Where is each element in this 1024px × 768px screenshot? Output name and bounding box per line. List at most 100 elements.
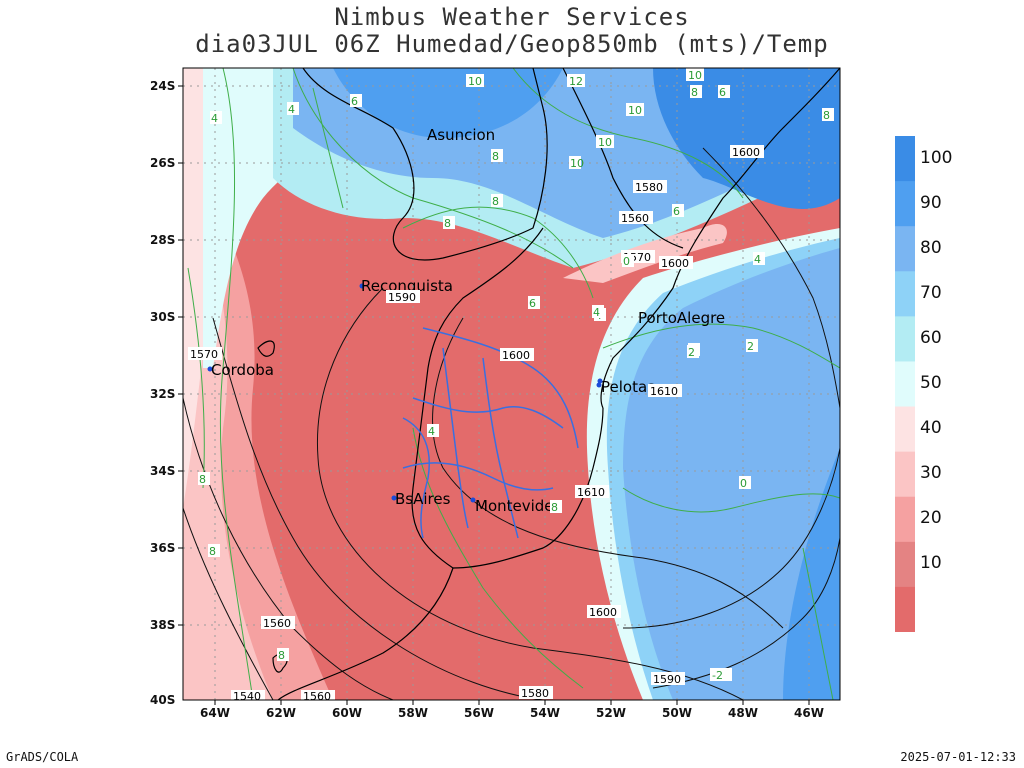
temperature-label: -2 [712,669,723,682]
lon-label: 46W [794,706,824,720]
city-label-cordoba: Cordoba [211,361,274,379]
temperature-label: 8 [492,150,499,163]
temperature-label: 4 [288,103,295,116]
colorbar-swatch [895,496,915,543]
temperature-label: 12 [569,75,583,88]
temperature-label: 0 [740,477,747,490]
geopotential-contours [183,147,840,700]
humidity-band-40 [183,68,253,508]
temperature-label: 8 [551,501,558,514]
temperature-label: 10 [570,157,584,170]
colorbar [895,136,915,632]
colorbar-label: 20 [920,508,942,529]
lat-label: 32S [150,387,176,401]
lon-label: 56W [464,706,494,720]
temperature-label: 8 [199,473,206,486]
temperature-label: 0 [623,255,630,268]
temperature-label: 2 [688,346,695,359]
colorbar-swatch [895,451,915,498]
temperature-label: 8 [691,86,698,99]
colorbar-label: 50 [920,373,942,393]
colorbar-swatch [895,406,915,453]
temperature-label: 10 [688,69,702,82]
geopotential-label: 1560 [621,212,649,225]
colorbar-label: 40 [920,418,942,439]
colorbar-swatch [895,586,915,632]
temperature-label: 8 [823,109,830,122]
lon-label: 60W [332,706,362,720]
temperature-label: 4 [428,425,435,438]
lat-label: 38S [150,618,176,632]
city-markers [207,283,603,503]
lon-label: 54W [530,706,560,720]
city-label-portoalegre: PortoAlegre [638,309,725,327]
lat-label: 26S [150,156,176,170]
temperature-label: 10 [598,136,612,149]
geopotential-label: 1560 [263,617,291,630]
map-panel: Asuncion Reconquista PortoAlegre Cordoba… [183,68,840,700]
temperature-label: 8 [209,545,216,558]
lon-label: 62W [266,706,296,720]
temperature-label: 10 [628,104,642,117]
lon-label: 48W [728,706,758,720]
colorbar-label: 80 [920,237,942,258]
colorbar-swatch [895,316,915,362]
humidity-band-100-east [783,448,840,700]
colorbar-swatch [895,361,915,408]
footer-credit: GrADS/COLA [6,750,79,764]
temperature-label: 6 [351,95,358,108]
lat-label: 34S [150,464,176,478]
colorbar-label: 60 [920,327,942,348]
lat-label: 36S [150,541,176,555]
lon-label: 64W [200,706,230,720]
temperature-label: 4 [211,112,218,125]
temperature-label: 8 [444,217,451,230]
humidity-band-50-west [203,68,413,368]
geopotential-label: 1590 [653,673,681,686]
footer-timestamp: 2025-07-01-12:33 [900,750,1016,764]
country-borders [257,68,840,700]
colorbar-label: 10 [920,553,942,574]
colorbar-label: 30 [920,463,942,484]
lon-label: 50W [662,706,692,720]
temperature-label: 10 [468,75,482,88]
lat-label: 30S [150,310,176,324]
colorbar-swatch [895,541,915,588]
figure-title: Nimbus Weather Services [334,3,690,31]
geopotential-label: 1560 [303,690,331,700]
temperature-label: 8 [278,649,285,662]
lat-label: 24S [150,79,176,93]
temperature-label: 4 [754,253,761,266]
temperature-label: 6 [719,86,726,99]
geopotential-label: 1600 [732,146,760,159]
figure-subtitle: dia03JUL 06Z Humedad/Geop850mb (mts)/Tem… [195,30,829,58]
colorbar-label: 90 [920,192,942,213]
colorbar-swatch [895,271,915,317]
temperature-label: 6 [673,205,680,218]
uruguay-rivers [402,327,579,539]
colorbar-label: 100 [920,147,953,168]
lon-label: 58W [398,706,428,720]
temperature-label: 4 [593,306,600,319]
colorbar-swatch [895,226,915,272]
lat-label: 28S [150,233,176,247]
geopotential-label: 1600 [502,349,530,362]
city-label-asuncion: Asuncion [427,126,495,144]
geopotential-label: 1610 [577,486,605,499]
temperature-label: 6 [529,297,536,310]
geopotential-label: 1570 [190,348,218,361]
geopotential-label: 1580 [521,687,549,700]
city-label-reconquista: Reconquista [361,277,453,295]
map-canvas: Asuncion Reconquista PortoAlegre Cordoba… [183,68,840,700]
city-label-bsaires: BsAires [395,490,451,508]
colorbar-label: 70 [920,282,942,303]
humidity-band-100-northeast [653,68,840,209]
geopotential-label: 1540 [233,690,261,700]
geopotential-label: 1600 [661,257,689,270]
colorbar-swatch [895,136,915,182]
geopotential-label: 1590 [388,291,416,304]
temperature-label: 2 [747,340,754,353]
city-label-pelotas: Pelotas [601,378,655,396]
